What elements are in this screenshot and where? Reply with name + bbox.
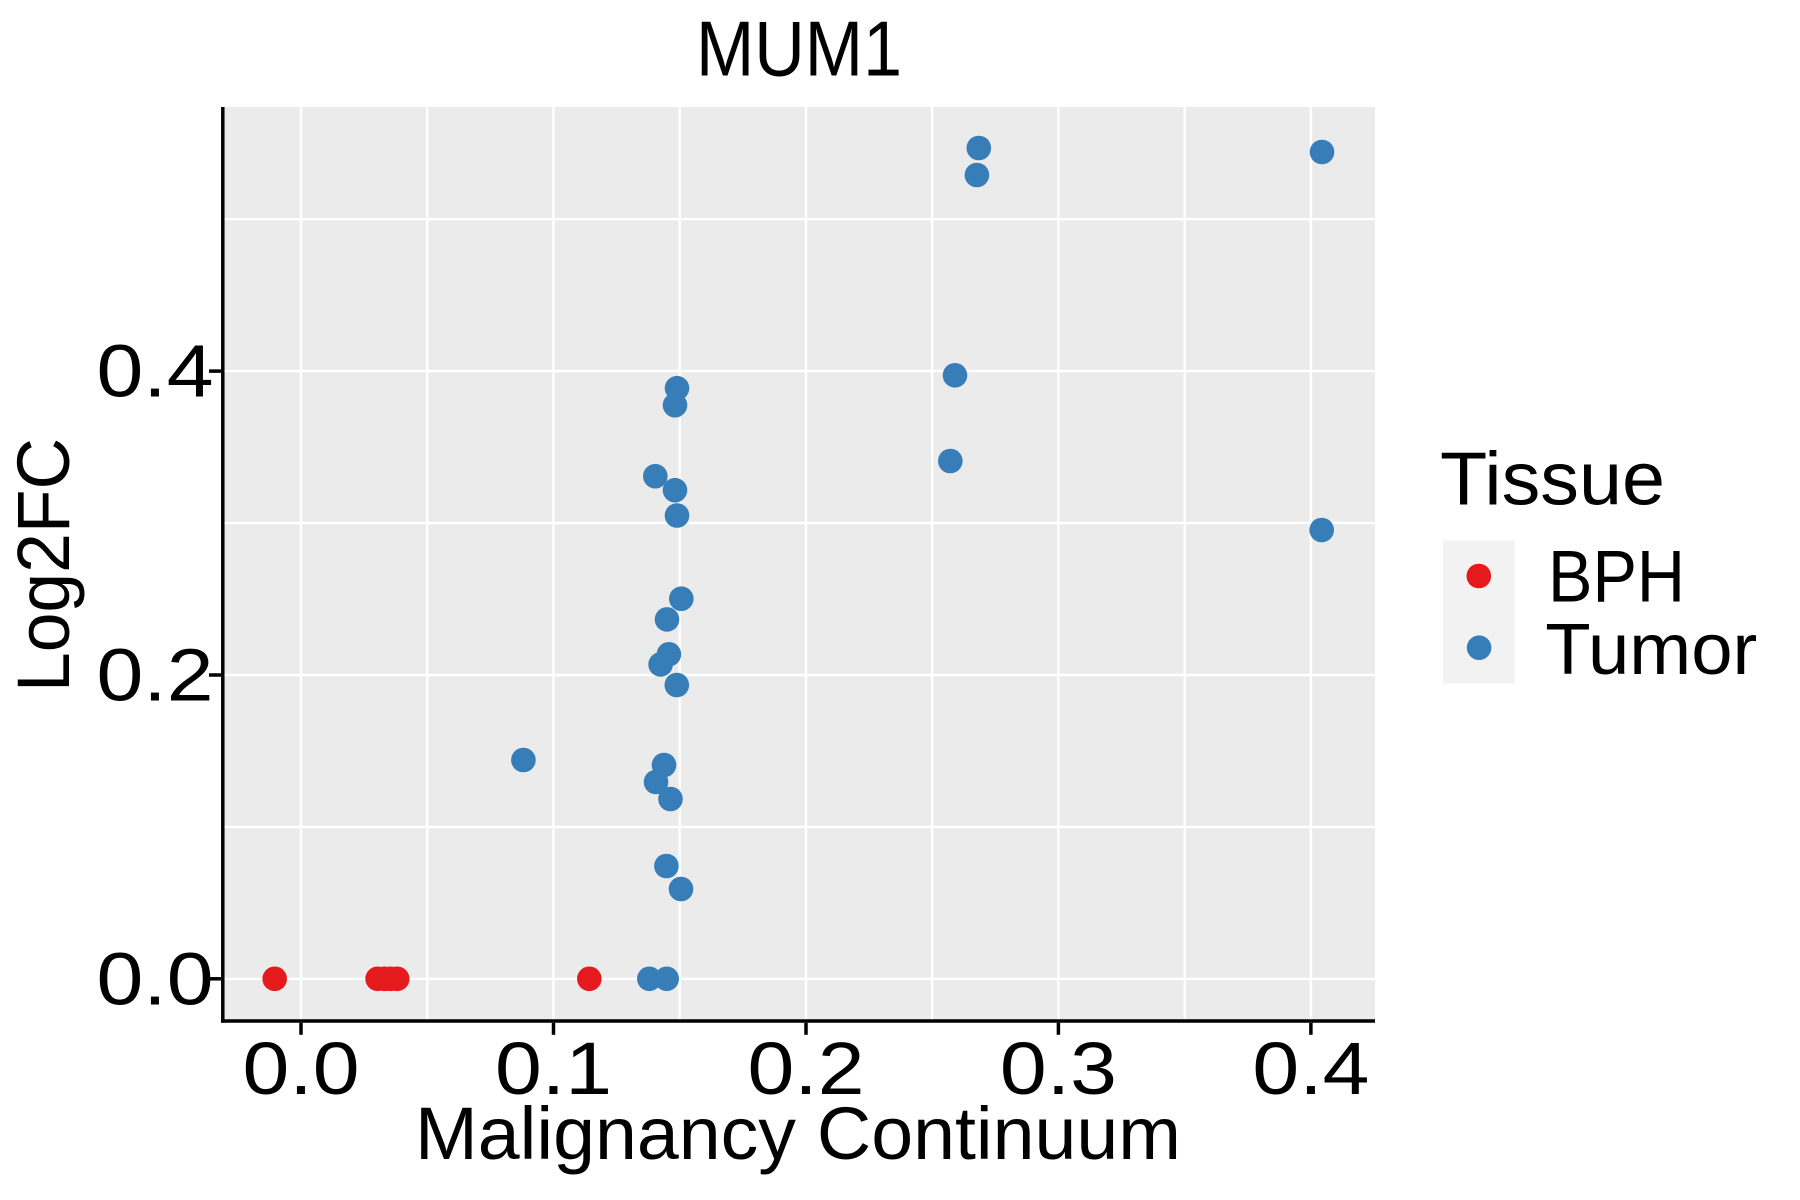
svg-text:Tissue: Tissue <box>1440 436 1665 520</box>
svg-text:0.4: 0.4 <box>97 330 214 413</box>
svg-text:0.4: 0.4 <box>1252 1027 1369 1110</box>
svg-text:BPH: BPH <box>1548 536 1685 617</box>
svg-text:0.1: 0.1 <box>495 1027 612 1110</box>
svg-text:Log2FC: Log2FC <box>2 438 85 692</box>
svg-text:0.0: 0.0 <box>243 1027 360 1110</box>
svg-text:0.2: 0.2 <box>97 634 214 717</box>
svg-text:0.0: 0.0 <box>97 937 214 1020</box>
svg-text:0.2: 0.2 <box>748 1027 865 1110</box>
svg-text:Malignancy Continuum: Malignancy Continuum <box>415 1092 1181 1175</box>
svg-text:Tumor: Tumor <box>1545 610 1757 690</box>
svg-text:MUM1: MUM1 <box>696 4 902 92</box>
svg-text:0.3: 0.3 <box>1000 1027 1117 1110</box>
